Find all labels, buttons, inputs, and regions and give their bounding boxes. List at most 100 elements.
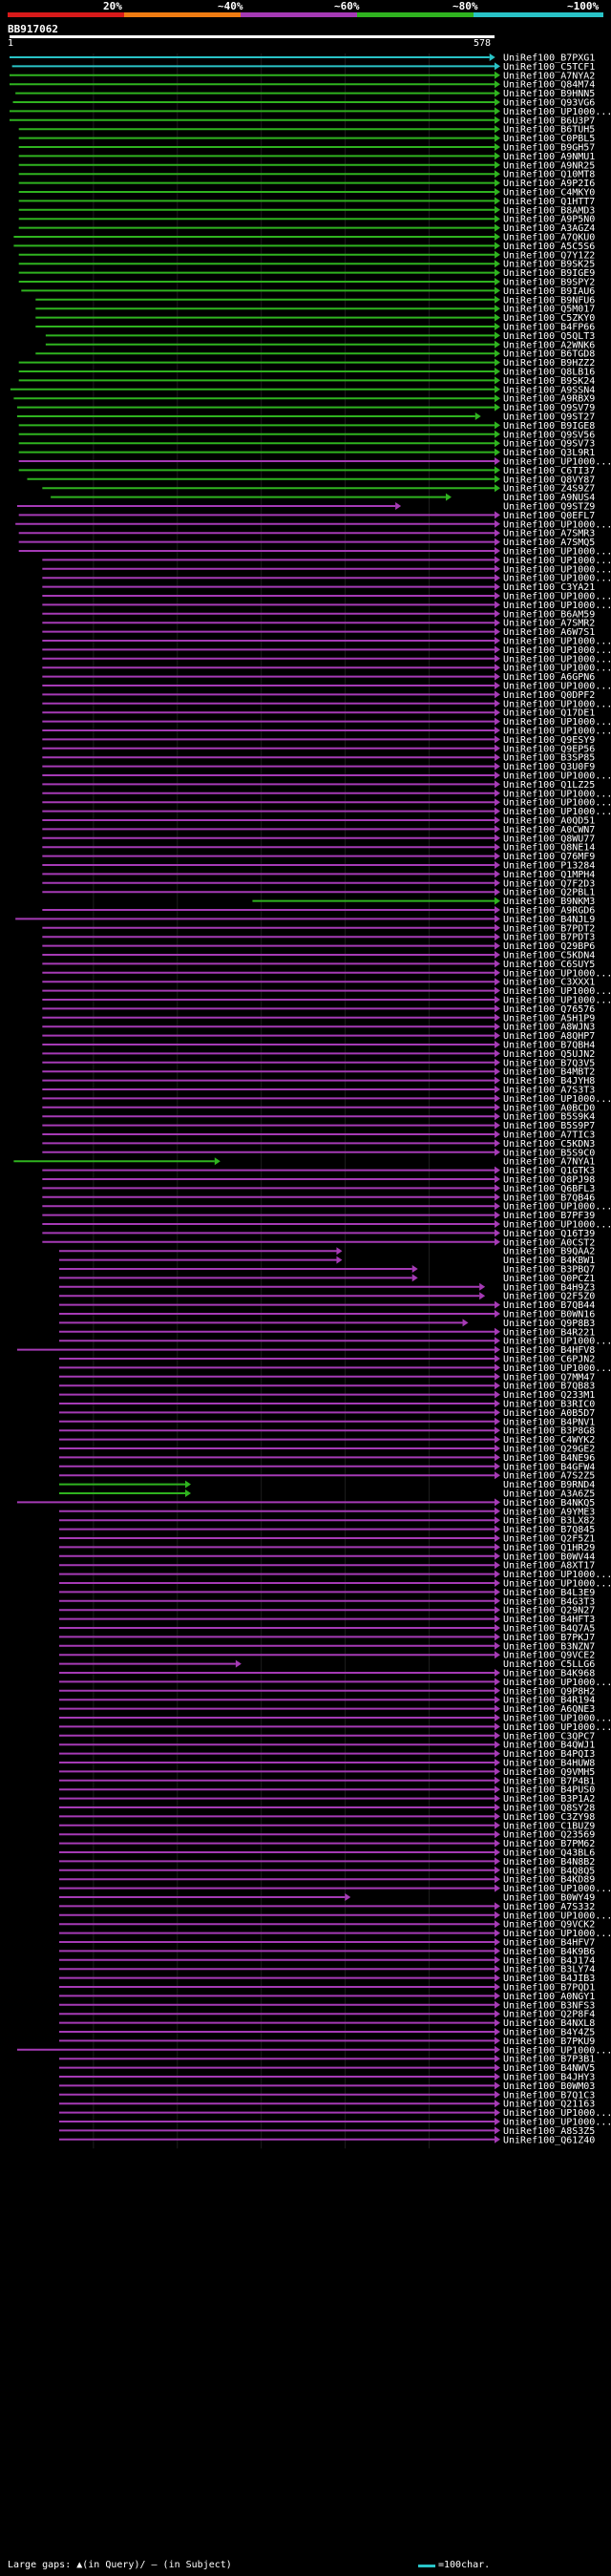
hit-label[interactable]: UniRef100_Q9VCE2 bbox=[503, 1651, 595, 1661]
hit-row[interactable]: UniRef100_UP1000... bbox=[42, 996, 611, 1006]
hit-label[interactable]: UniRef100_B3NZN7 bbox=[503, 1641, 595, 1652]
hit-row[interactable]: UniRef100_Q8LB16 bbox=[18, 368, 596, 378]
hit-row[interactable]: UniRef100_B4G3T3 bbox=[58, 1596, 595, 1607]
hit-label[interactable]: UniRef100_Q9STZ9 bbox=[503, 502, 595, 513]
hit-row[interactable]: UniRef100_UP1000... bbox=[42, 986, 611, 997]
hit-row[interactable]: UniRef100_Q1LZ25 bbox=[42, 780, 595, 791]
hit-label[interactable]: UniRef100_B9IGE9 bbox=[503, 268, 595, 279]
hit-row[interactable]: UniRef100_B4FP66 bbox=[35, 323, 595, 333]
hit-row[interactable]: UniRef100_B4HFV7 bbox=[58, 1938, 595, 1949]
hit-label[interactable]: UniRef100_Q233M1 bbox=[503, 1390, 595, 1401]
hit-row[interactable]: UniRef100_C3ZY98 bbox=[58, 1812, 595, 1823]
hit-row[interactable]: UniRef100_B5S9C0 bbox=[42, 1148, 595, 1158]
hit-row[interactable]: UniRef100_A7NYA2 bbox=[10, 71, 595, 81]
hit-row[interactable]: UniRef100_UP1000... bbox=[42, 654, 611, 665]
hit-row[interactable]: UniRef100_Q1MPH4 bbox=[42, 870, 595, 880]
hit-row[interactable]: UniRef100_A7TIC3 bbox=[42, 1130, 595, 1141]
hit-row[interactable]: UniRef100_B9HZZ2 bbox=[18, 358, 596, 369]
hit-label[interactable]: UniRef100_B3NFS3 bbox=[503, 2000, 595, 2011]
hit-row[interactable]: UniRef100_Q9SV73 bbox=[18, 439, 596, 450]
hit-label[interactable]: UniRef100_UP1000... bbox=[503, 2108, 611, 2119]
hit-row[interactable]: UniRef100_Q9P8H2 bbox=[58, 1686, 595, 1697]
hit-label[interactable]: UniRef100_B7QB46 bbox=[503, 1193, 595, 1203]
hit-row[interactable]: UniRef100_B9SK24 bbox=[18, 376, 596, 387]
hit-label[interactable]: UniRef100_Q0DPF2 bbox=[503, 690, 595, 701]
hit-label[interactable]: UniRef100_B4QWJ1 bbox=[503, 1741, 595, 1751]
hit-label[interactable]: UniRef100_A7S2Z5 bbox=[503, 1471, 595, 1482]
hit-label[interactable]: UniRef100_UP1000... bbox=[503, 547, 611, 558]
hit-label[interactable]: UniRef100_UP1000... bbox=[503, 1579, 611, 1590]
hit-label[interactable]: UniRef100_Q9ESY9 bbox=[503, 735, 595, 746]
hit-label[interactable]: UniRef100_UP1000... bbox=[503, 1929, 611, 1939]
hit-row[interactable]: UniRef100_B4NKQ5 bbox=[16, 1498, 595, 1509]
hit-label[interactable]: UniRef100_A9NUS4 bbox=[503, 493, 595, 503]
hit-row[interactable]: UniRef100_B9IAU6 bbox=[21, 286, 595, 297]
hit-label[interactable]: UniRef100_A7NYA2 bbox=[503, 71, 595, 81]
hit-row[interactable]: UniRef100_A0CWN7 bbox=[42, 825, 595, 835]
hit-row[interactable]: UniRef100_A5C5S6 bbox=[13, 242, 595, 252]
hit-row[interactable]: UniRef100_UP1000... bbox=[42, 771, 611, 782]
hit-label[interactable]: UniRef100_Q9SV73 bbox=[503, 439, 595, 450]
hit-row[interactable]: UniRef100_A7QKU0 bbox=[13, 233, 595, 243]
hit-label[interactable]: UniRef100_B4JYH8 bbox=[503, 1076, 595, 1087]
hit-row[interactable]: UniRef100_Q3U0F9 bbox=[42, 762, 595, 772]
hit-row[interactable]: UniRef100_B7P3B1 bbox=[58, 2055, 595, 2065]
hit-row[interactable]: UniRef100_Q10MT8 bbox=[18, 170, 596, 180]
hit-label[interactable]: UniRef100_UP1000... bbox=[503, 968, 611, 979]
hit-label[interactable]: UniRef100_A0B5D7 bbox=[503, 1408, 595, 1419]
hit-label[interactable]: UniRef100_UP1000... bbox=[503, 1220, 611, 1231]
hit-row[interactable]: UniRef100_B4R221 bbox=[58, 1327, 595, 1338]
hit-label[interactable]: UniRef100_C5LLG6 bbox=[503, 1659, 595, 1670]
hit-label[interactable]: UniRef100_C6SUY5 bbox=[503, 960, 595, 970]
hit-label[interactable]: UniRef100_Q9P8H2 bbox=[503, 1686, 595, 1697]
hit-row[interactable]: UniRef100_B4PNV1 bbox=[58, 1417, 595, 1427]
hit-row[interactable]: UniRef100_A8WJN3 bbox=[42, 1023, 595, 1033]
hit-label[interactable]: UniRef100_B3RIC0 bbox=[503, 1400, 595, 1410]
hit-label[interactable]: UniRef100_UP1000... bbox=[503, 1202, 611, 1213]
hit-label[interactable]: UniRef100_UP1000... bbox=[503, 1911, 611, 1921]
hit-row[interactable]: UniRef100_Q7Y1Z2 bbox=[18, 250, 596, 261]
hit-row[interactable]: UniRef100_Q8PJ98 bbox=[42, 1175, 595, 1186]
hit-label[interactable]: UniRef100_C6PJN2 bbox=[503, 1355, 595, 1365]
hit-label[interactable]: UniRef100_B4H9Z3 bbox=[503, 1282, 595, 1293]
hit-row[interactable]: UniRef100_UP1000... bbox=[58, 1363, 611, 1374]
hit-row[interactable]: UniRef100_B8AMD3 bbox=[18, 205, 596, 216]
hit-label[interactable]: UniRef100_B4R194 bbox=[503, 1696, 595, 1706]
hit-label[interactable]: UniRef100_Q23569 bbox=[503, 1830, 595, 1841]
hit-label[interactable]: UniRef100_B6AM59 bbox=[503, 609, 595, 620]
hit-row[interactable]: UniRef100_C3YA21 bbox=[42, 582, 595, 593]
hit-row[interactable]: UniRef100_B4JYH8 bbox=[42, 1076, 595, 1087]
hit-row[interactable]: UniRef100_UP1000... bbox=[58, 1722, 611, 1733]
hit-label[interactable]: UniRef100_UP1000... bbox=[503, 1884, 611, 1894]
hit-row[interactable]: UniRef100_B7P4B1 bbox=[58, 1776, 595, 1786]
hit-row[interactable]: UniRef100_B3NZN7 bbox=[58, 1641, 595, 1652]
hit-label[interactable]: UniRef100_UP1000... bbox=[503, 1678, 611, 1688]
hit-label[interactable]: UniRef100_UP1000... bbox=[503, 1363, 611, 1374]
hit-label[interactable]: UniRef100_C1BUZ9 bbox=[503, 1821, 595, 1831]
hit-row[interactable]: UniRef100_B7QB46 bbox=[42, 1193, 595, 1203]
hit-label[interactable]: UniRef100_A8S3Z5 bbox=[503, 2126, 595, 2137]
hit-row[interactable]: UniRef100_B3NFS3 bbox=[58, 2000, 595, 2011]
hit-row[interactable]: UniRef100_B3PBQ7 bbox=[58, 1265, 595, 1276]
hit-row[interactable]: UniRef100_Q0DPF2 bbox=[42, 690, 595, 701]
hit-label[interactable]: UniRef100_C5TCF1 bbox=[503, 62, 595, 73]
hit-label[interactable]: UniRef100_B5S9P7 bbox=[503, 1121, 595, 1131]
hit-row[interactable]: UniRef100_Q5QLT3 bbox=[45, 331, 595, 342]
hit-label[interactable]: UniRef100_B4JHY3 bbox=[503, 2073, 595, 2083]
hit-label[interactable]: UniRef100_Q6BFL3 bbox=[503, 1184, 595, 1194]
hit-row[interactable]: UniRef100_B4QWJ1 bbox=[58, 1741, 595, 1751]
hit-label[interactable]: UniRef100_UP1000... bbox=[503, 986, 611, 997]
hit-row[interactable]: UniRef100_B4JIB3 bbox=[58, 1974, 595, 1984]
hit-label[interactable]: UniRef100_Q1HR29 bbox=[503, 1543, 595, 1553]
hit-label[interactable]: UniRef100_B9NFU6 bbox=[503, 295, 595, 306]
hit-label[interactable]: UniRef100_B7PKJ7 bbox=[503, 1633, 595, 1643]
hit-row[interactable]: UniRef100_UP1000... bbox=[42, 556, 611, 566]
hit-label[interactable]: UniRef100_UP1000... bbox=[503, 682, 611, 692]
hit-row[interactable]: UniRef100_Q21163 bbox=[58, 2100, 595, 2110]
hit-label[interactable]: UniRef100_B5S9C0 bbox=[503, 1148, 595, 1158]
hit-row[interactable]: UniRef100_UP1000... bbox=[42, 564, 611, 575]
hit-label[interactable]: UniRef100_Q2P8F4 bbox=[503, 2010, 595, 2020]
hit-label[interactable]: UniRef100_C0PBL5 bbox=[503, 134, 595, 144]
hit-label[interactable]: UniRef100_UP1000... bbox=[503, 717, 611, 728]
hit-row[interactable]: UniRef100_B9GH57 bbox=[18, 143, 596, 154]
